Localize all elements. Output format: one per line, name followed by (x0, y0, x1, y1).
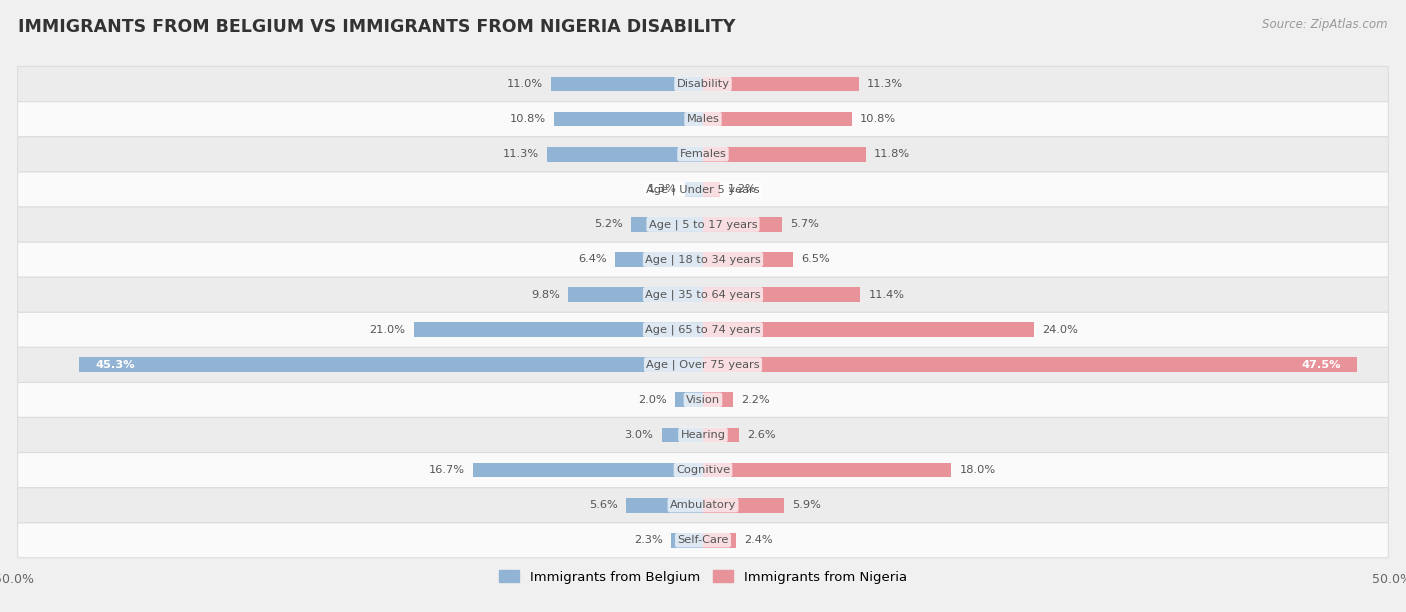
Bar (703, 182, 720, 196)
Text: Cognitive: Cognitive (676, 465, 730, 475)
Bar (631, 217, 703, 232)
Text: 2.0%: 2.0% (638, 395, 668, 405)
FancyBboxPatch shape (18, 488, 1388, 523)
Bar (675, 392, 703, 407)
Bar (703, 498, 785, 512)
Bar (703, 252, 793, 267)
Text: Age | Under 5 years: Age | Under 5 years (647, 184, 759, 195)
FancyBboxPatch shape (18, 207, 1388, 242)
Text: 2.3%: 2.3% (634, 536, 664, 545)
Legend: Immigrants from Belgium, Immigrants from Nigeria: Immigrants from Belgium, Immigrants from… (494, 565, 912, 589)
Text: 16.7%: 16.7% (429, 465, 464, 475)
Bar (703, 287, 860, 302)
Text: IMMIGRANTS FROM BELGIUM VS IMMIGRANTS FROM NIGERIA DISABILITY: IMMIGRANTS FROM BELGIUM VS IMMIGRANTS FR… (18, 18, 735, 36)
Text: 5.2%: 5.2% (595, 219, 623, 230)
Text: Males: Males (686, 114, 720, 124)
Text: 6.4%: 6.4% (578, 255, 606, 264)
FancyBboxPatch shape (18, 523, 1388, 558)
Bar (413, 323, 703, 337)
Text: Hearing: Hearing (681, 430, 725, 440)
Text: Females: Females (679, 149, 727, 159)
FancyBboxPatch shape (18, 382, 1388, 417)
Text: 45.3%: 45.3% (96, 360, 135, 370)
Text: 11.4%: 11.4% (869, 289, 904, 299)
FancyBboxPatch shape (18, 242, 1388, 277)
Text: 9.8%: 9.8% (531, 289, 560, 299)
Text: 11.3%: 11.3% (868, 79, 903, 89)
Bar (671, 533, 703, 548)
Text: 10.8%: 10.8% (510, 114, 546, 124)
Text: Age | 18 to 34 years: Age | 18 to 34 years (645, 254, 761, 265)
Text: Age | Over 75 years: Age | Over 75 years (647, 359, 759, 370)
Text: Source: ZipAtlas.com: Source: ZipAtlas.com (1263, 18, 1388, 31)
Text: 18.0%: 18.0% (959, 465, 995, 475)
FancyBboxPatch shape (18, 102, 1388, 136)
Text: Age | 35 to 64 years: Age | 35 to 64 years (645, 289, 761, 300)
Bar (662, 428, 703, 442)
Text: Self-Care: Self-Care (678, 536, 728, 545)
FancyBboxPatch shape (18, 172, 1388, 207)
FancyBboxPatch shape (18, 277, 1388, 312)
FancyBboxPatch shape (18, 452, 1388, 488)
Text: 24.0%: 24.0% (1042, 325, 1078, 335)
FancyBboxPatch shape (18, 136, 1388, 172)
Bar (685, 182, 703, 196)
FancyBboxPatch shape (18, 67, 1388, 102)
Bar (703, 533, 737, 548)
Text: 11.0%: 11.0% (508, 79, 543, 89)
Bar (703, 392, 734, 407)
Text: Age | 5 to 17 years: Age | 5 to 17 years (648, 219, 758, 230)
Text: Ambulatory: Ambulatory (669, 500, 737, 510)
Bar (703, 323, 1033, 337)
Bar (547, 147, 703, 162)
Text: 6.5%: 6.5% (801, 255, 830, 264)
FancyBboxPatch shape (18, 312, 1388, 347)
Text: 1.2%: 1.2% (728, 184, 756, 194)
Text: 2.6%: 2.6% (747, 430, 776, 440)
Text: 2.2%: 2.2% (741, 395, 770, 405)
Bar (703, 76, 859, 91)
Text: Age | 65 to 74 years: Age | 65 to 74 years (645, 324, 761, 335)
Text: 3.0%: 3.0% (624, 430, 654, 440)
Text: Vision: Vision (686, 395, 720, 405)
Text: 10.8%: 10.8% (860, 114, 896, 124)
FancyBboxPatch shape (18, 417, 1388, 452)
Text: 5.9%: 5.9% (793, 500, 821, 510)
Text: 5.7%: 5.7% (790, 219, 818, 230)
Bar (703, 463, 950, 477)
Text: 21.0%: 21.0% (370, 325, 405, 335)
FancyBboxPatch shape (18, 347, 1388, 382)
Text: 5.6%: 5.6% (589, 500, 617, 510)
Bar (703, 357, 1358, 372)
Bar (79, 357, 703, 372)
Bar (703, 112, 852, 127)
Bar (703, 217, 782, 232)
Bar (472, 463, 703, 477)
Text: 11.3%: 11.3% (503, 149, 538, 159)
Bar (614, 252, 703, 267)
Bar (626, 498, 703, 512)
Text: 2.4%: 2.4% (744, 536, 773, 545)
Bar (703, 428, 738, 442)
Text: Disability: Disability (676, 79, 730, 89)
Text: 47.5%: 47.5% (1302, 360, 1341, 370)
Bar (554, 112, 703, 127)
Text: 11.8%: 11.8% (875, 149, 910, 159)
Text: 1.3%: 1.3% (648, 184, 676, 194)
Bar (568, 287, 703, 302)
Bar (703, 147, 866, 162)
Bar (551, 76, 703, 91)
